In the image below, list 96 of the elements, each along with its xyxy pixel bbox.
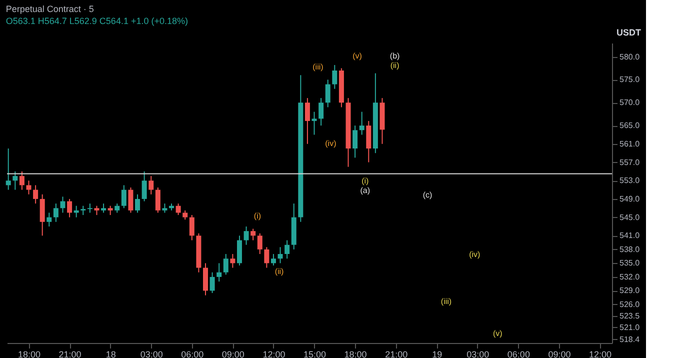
y-tick-label: 570.0 [620,98,640,108]
y-tick-label: 549.0 [620,194,640,204]
candlestick [304,98,310,144]
candlestick [312,111,317,136]
annotation: (a) [360,186,370,196]
candlestick [19,170,24,190]
candlestick [264,246,270,268]
y-tick-label: 538.0 [620,244,640,254]
x-tick-label: 12:00 [589,350,612,358]
candlestick [250,228,256,241]
candlestick [121,184,126,209]
candlestick [202,262,208,296]
candlestick [94,205,100,216]
annotation: (ii) [274,267,284,276]
annotation: (v) [492,329,503,338]
candlestick [230,254,236,268]
annotation: (c) [422,190,432,200]
candlestick [40,194,45,236]
x-tick-label: 15:00 [303,350,326,358]
candlestick [33,184,38,204]
annotation: (b) [390,52,400,60]
annotation: (v) [352,52,362,60]
y-tick-label: 535.0 [620,258,640,268]
chart-title: Perpetual Contract · 5 [6,4,94,14]
candlestick [135,194,140,214]
candlestick [162,203,168,214]
y-tick-label: 521.0 [620,322,640,332]
candlestick [332,64,338,90]
candlestick [142,170,147,202]
y-tick-label: 545.0 [620,212,640,222]
candlestick [366,120,372,163]
candlestick [87,203,92,214]
candlestick [223,254,228,276]
candlestick [278,246,283,264]
x-tick-label: 06:00 [181,350,204,358]
y-tick-label: 580.0 [620,52,640,62]
candlestick [148,176,154,195]
x-tick-label: 09:00 [548,350,571,358]
x-tick-label: 19 [432,350,442,358]
x-tick-label: 09:00 [222,350,244,358]
annotation: (iii) [312,62,324,72]
candlestick [257,232,262,255]
x-tick-label: 21:00 [385,350,408,358]
candlestick [12,170,18,190]
candlestick [284,240,290,260]
candlestick [270,254,276,266]
candlestick [318,98,324,126]
annotation: (iii) [440,297,452,306]
y-tick-label: 561.0 [620,139,640,148]
y-tick-label: 518.4 [620,334,640,344]
candlestick [216,262,222,282]
candlestick [210,272,215,294]
annotation: (i) [362,176,370,186]
x-tick-label: 18 [106,350,116,358]
y-tick-label: 529.0 [620,286,640,296]
candlestick [67,198,72,218]
candlestick [352,125,358,158]
x-tick-label: 06:00 [507,350,530,358]
candlestick [60,196,66,214]
candlestick [176,203,181,216]
candlestick [325,79,330,108]
y-tick-label: 557.0 [620,158,640,167]
annotation: (iv) [469,250,481,259]
candlestick [244,226,249,246]
chart-subtitle: O563.1 H564.7 L562.9 C564.1 +1.0 (+0.18%) [6,16,188,26]
y-tick-label: 565.0 [620,121,640,130]
candlestick [26,180,32,195]
y-axis-title: USDT [616,28,642,38]
x-tick-label: 21:00 [58,350,82,358]
candlestick [46,212,52,227]
candlestick [189,214,194,241]
annotation: (i) [254,212,262,221]
y-tick-label: 575.0 [620,75,640,84]
candlestick [182,210,188,220]
candlestick [53,203,58,222]
x-tick-label: 18:00 [344,350,367,358]
annotation: (iv) [325,138,337,148]
y-tick-label: 526.0 [620,300,640,309]
candlestick [6,148,11,190]
x-tick-label: 18:00 [18,350,41,358]
x-tick-label: 12:00 [262,350,286,358]
candlestick [101,203,106,214]
y-tick-label: 553.0 [620,176,640,186]
candlestick [236,235,242,266]
candlestick [359,111,364,136]
y-tick-label: 541.0 [620,231,640,240]
annotation: (ii) [390,60,400,70]
x-tick-label: 03:00 [466,350,490,358]
candlestick [128,186,134,214]
candlestick [155,186,160,214]
x-tick-label: 03:00 [140,350,163,358]
candlestick [114,203,120,214]
candlestick [80,205,86,216]
y-tick-label: 523.5 [620,311,640,320]
y-tick-label: 532.0 [620,272,640,282]
candlestick [108,205,113,216]
